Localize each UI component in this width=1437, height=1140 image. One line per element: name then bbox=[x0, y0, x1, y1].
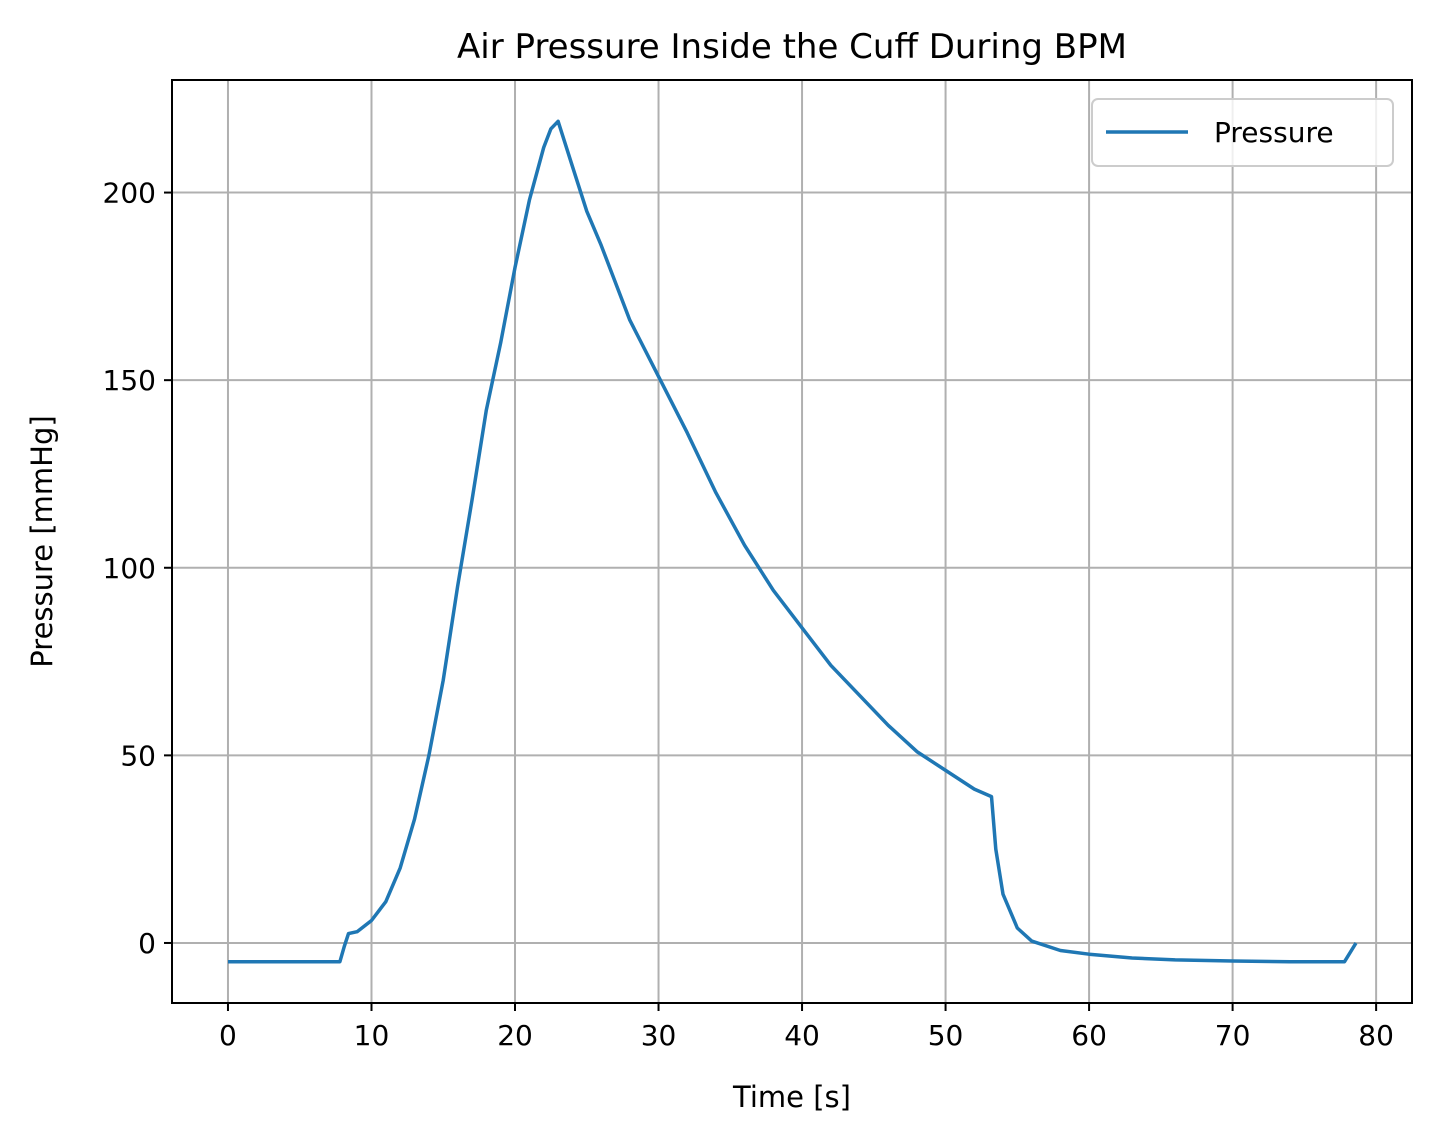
plot-frame bbox=[171, 79, 1413, 1004]
x-tick-label: 70 bbox=[1215, 1019, 1251, 1052]
x-tick-label: 10 bbox=[354, 1019, 390, 1052]
x-tick-label: 30 bbox=[641, 1019, 677, 1052]
legend: Pressure bbox=[1091, 98, 1394, 167]
y-tick-label: 50 bbox=[120, 739, 156, 772]
x-tick-label: 20 bbox=[497, 1019, 533, 1052]
y-tick-label: 200 bbox=[103, 177, 156, 210]
ticks: 0 10 20 30 40 50 60 70 80 0 50 100 150 200 bbox=[103, 177, 1394, 1052]
legend-label-pressure: Pressure bbox=[1214, 116, 1334, 149]
y-tick-label: 0 bbox=[138, 927, 156, 960]
chart-title: Air Pressure Inside the Cuff During BPM bbox=[457, 27, 1127, 67]
x-tick-label: 40 bbox=[784, 1019, 820, 1052]
x-tick-label: 60 bbox=[1071, 1019, 1107, 1052]
y-tick-label: 100 bbox=[103, 552, 156, 585]
x-tick-label: 80 bbox=[1358, 1019, 1394, 1052]
y-tick-label: 150 bbox=[103, 364, 156, 397]
x-tick-label: 0 bbox=[219, 1019, 237, 1052]
x-tick-label: 50 bbox=[928, 1019, 964, 1052]
series-line-pressure bbox=[228, 119, 1358, 964]
y-axis-label: Pressure [mmHg] bbox=[25, 415, 59, 667]
x-axis-label: Time [s] bbox=[732, 1080, 851, 1114]
series-layer bbox=[228, 119, 1358, 964]
legend-box bbox=[1091, 98, 1394, 167]
grid bbox=[172, 80, 1412, 1003]
